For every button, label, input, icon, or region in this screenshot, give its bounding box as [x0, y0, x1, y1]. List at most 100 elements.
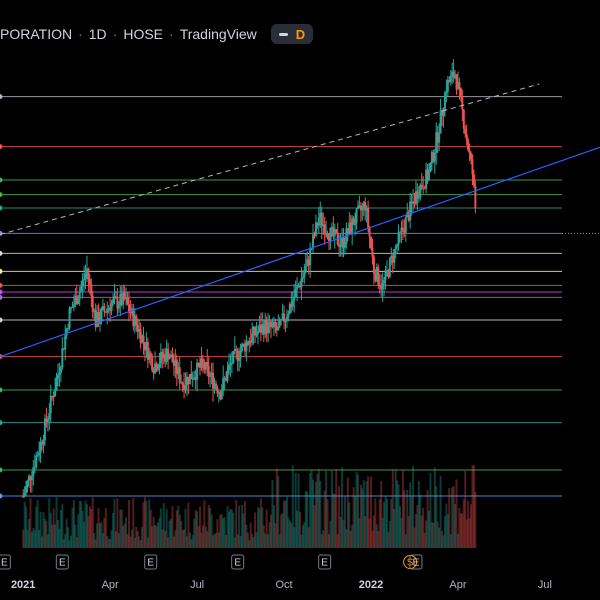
- candle-body: [148, 352, 151, 360]
- volume-bar: [342, 519, 345, 548]
- symbol-name[interactable]: PORATION: [0, 26, 73, 42]
- candle-body: [388, 258, 391, 277]
- candle-body: [375, 267, 378, 281]
- volume-bar: [390, 498, 393, 548]
- volume-bar: [30, 532, 33, 548]
- volume-bar: [370, 476, 373, 548]
- candle-body: [70, 307, 73, 309]
- candle-body: [123, 292, 126, 300]
- volume-bar: [296, 510, 299, 548]
- candle-body: [291, 300, 294, 308]
- volume-bar: [71, 507, 74, 548]
- volume-bar: [442, 535, 445, 548]
- volume-bar: [407, 516, 410, 548]
- candle-body: [410, 201, 413, 204]
- candle-body: [407, 212, 410, 221]
- candle-body: [22, 496, 25, 498]
- volume-bar: [36, 500, 39, 548]
- volume-bar: [345, 529, 348, 548]
- candle-body: [446, 79, 449, 92]
- candle-body: [96, 312, 99, 328]
- candle-body: [84, 273, 87, 279]
- volume-bar: [81, 510, 84, 548]
- candle-body: [204, 361, 207, 370]
- volume-bar: [35, 506, 38, 548]
- earnings-event-label: E: [59, 558, 66, 569]
- candle-body: [81, 279, 84, 287]
- candle-body: [114, 296, 117, 298]
- volume-bar: [72, 499, 75, 548]
- candle-body: [155, 363, 158, 371]
- candle-body: [249, 341, 252, 343]
- candle-body: [143, 342, 146, 351]
- volume-bar: [374, 498, 377, 548]
- volume-bar: [365, 481, 368, 548]
- volume-bar: [84, 500, 87, 548]
- volume-bar: [138, 536, 141, 548]
- candle-body: [38, 452, 41, 456]
- level-marker: [0, 282, 3, 288]
- interval-label[interactable]: 1D: [88, 26, 107, 42]
- candle-body: [399, 231, 401, 233]
- volume-bar: [99, 523, 101, 548]
- candle-body: [435, 132, 438, 153]
- volume-bar: [362, 480, 365, 548]
- candle-body: [112, 299, 115, 304]
- x-tick-label: Jul: [538, 579, 552, 591]
- x-tick-label: Apr: [449, 579, 466, 591]
- candle-body: [433, 152, 436, 162]
- volume-bar: [235, 500, 238, 548]
- data-status-badge[interactable]: D: [270, 24, 314, 44]
- candle-body: [277, 326, 280, 331]
- level-marker: [0, 289, 3, 295]
- volume-bar: [285, 496, 288, 548]
- volume-bar: [385, 499, 388, 548]
- volume-bar: [268, 522, 271, 548]
- volume-bar: [297, 473, 300, 548]
- candle-body: [309, 248, 312, 266]
- candle-body: [455, 74, 458, 90]
- volume-bar: [445, 503, 448, 548]
- candle-body: [287, 313, 290, 317]
- volume-bar: [259, 498, 262, 548]
- candle-body: [67, 328, 70, 330]
- volume-bar: [312, 479, 315, 548]
- volume-bar: [264, 533, 267, 548]
- volume-bar: [165, 508, 168, 548]
- volume-bar: [42, 512, 45, 548]
- volume-bar: [200, 532, 203, 548]
- candle-body: [296, 286, 299, 290]
- candle-body: [165, 348, 168, 362]
- volume-bar: [88, 506, 91, 548]
- volume-bar: [136, 530, 139, 548]
- candle-body: [122, 292, 125, 305]
- candle-body: [323, 224, 326, 235]
- candle-body: [343, 243, 346, 248]
- candle-body: [235, 349, 238, 351]
- volume-bar: [48, 498, 51, 548]
- candle-body: [138, 329, 141, 332]
- candle-body: [219, 392, 222, 400]
- volume-bar: [209, 507, 212, 548]
- candle-body: [397, 232, 400, 245]
- volume-bar: [116, 498, 119, 548]
- volume-bar: [246, 532, 249, 548]
- volume-bar: [387, 531, 390, 548]
- candle-body: [246, 341, 249, 345]
- volume-bar: [187, 502, 190, 548]
- volume-bar: [256, 507, 259, 548]
- candle-body: [93, 310, 96, 313]
- candle-body: [380, 286, 383, 290]
- candle-body: [346, 228, 349, 234]
- earnings-event-icon: [55, 554, 69, 570]
- volume-bar: [327, 533, 330, 548]
- candle-body: [352, 218, 355, 226]
- volume-bar: [464, 470, 467, 548]
- candle-body: [423, 188, 426, 190]
- candle-body: [193, 377, 196, 379]
- candle-body: [329, 227, 332, 241]
- candle-body: [320, 213, 323, 227]
- candle-body: [200, 358, 203, 368]
- volume-bar: [83, 522, 86, 548]
